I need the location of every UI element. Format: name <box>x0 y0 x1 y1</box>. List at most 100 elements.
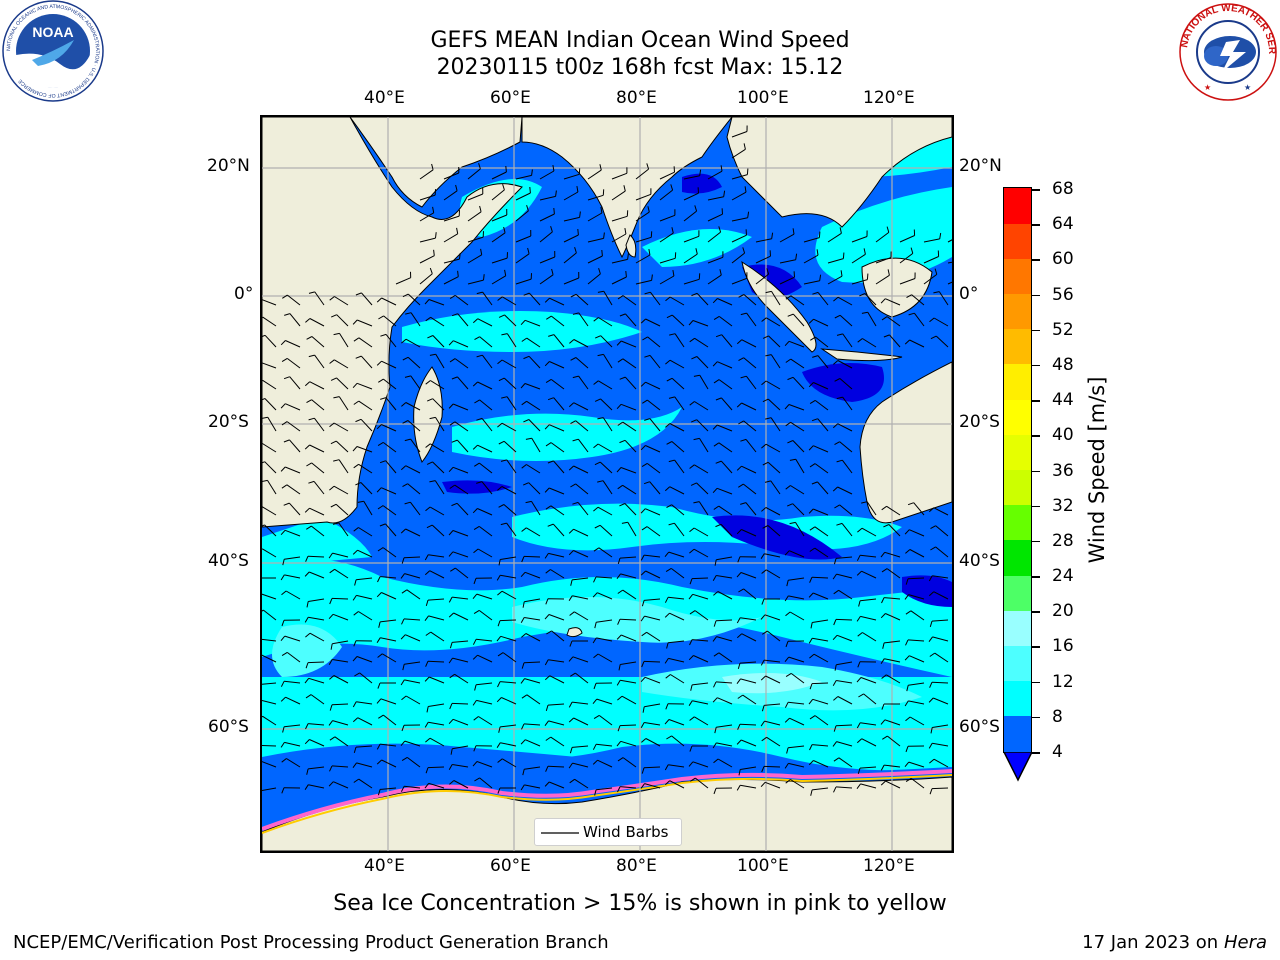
wind-barb-flag <box>603 232 605 239</box>
wind-barb <box>356 577 373 581</box>
legend-label: Wind Barbs <box>583 823 669 841</box>
wind-barb <box>332 720 349 726</box>
wind-barb-flag <box>353 400 359 405</box>
wind-barb <box>481 354 493 369</box>
wind-barb-flag <box>329 359 335 364</box>
wind-barb <box>332 552 349 558</box>
wind-barb <box>478 609 493 621</box>
wind-barb-flag <box>760 781 766 788</box>
wind-barb <box>262 699 277 705</box>
wind-barb-flag <box>329 485 335 491</box>
wind-barb-flag <box>904 761 910 768</box>
wind-barb-flag <box>304 784 309 790</box>
colorbar-tick-label: 40 <box>1052 425 1074 446</box>
colorbar-tick-label: 20 <box>1052 601 1074 622</box>
wind-barb <box>622 484 637 495</box>
wind-barb <box>573 339 589 348</box>
wind-barb-flag <box>352 656 358 662</box>
wind-barb <box>404 740 421 747</box>
wind-barb <box>339 333 349 348</box>
wind-barb-flag <box>858 693 864 698</box>
wind-barb-flag <box>262 609 264 612</box>
wind-barb-flag <box>545 505 552 510</box>
colorbar-tick-label: 4 <box>1052 742 1063 762</box>
wind-barb <box>549 297 565 306</box>
wind-barb-flag <box>666 504 672 509</box>
wind-barb <box>644 598 661 601</box>
wind-barb-flag <box>425 316 431 322</box>
wind-barb <box>741 529 757 537</box>
wind-barb-flag <box>834 314 841 319</box>
wind-barb-flag <box>905 639 909 646</box>
wind-barb <box>599 461 613 474</box>
wind-barb-flag <box>839 227 842 234</box>
wind-barb-flag <box>568 717 574 723</box>
wind-barb <box>357 319 373 327</box>
wind-barb <box>817 418 829 432</box>
wind-barb-flag <box>762 461 769 466</box>
wind-barb <box>331 703 349 706</box>
wind-barb <box>699 438 709 453</box>
wind-barb <box>358 337 373 348</box>
wind-barb-flag <box>738 588 744 593</box>
wind-barb <box>817 481 829 495</box>
wind-barb-flag <box>665 567 672 573</box>
wind-barb <box>451 702 469 705</box>
wind-barb-flag <box>424 570 431 576</box>
wind-barb <box>477 548 493 558</box>
wind-barb <box>842 333 853 348</box>
wind-barb-flag <box>594 789 597 796</box>
wind-barb <box>600 335 613 348</box>
wind-barb <box>313 481 325 495</box>
wind-barb-flag <box>738 357 744 362</box>
wind-barb <box>731 131 748 138</box>
wind-barb-flag <box>505 165 507 173</box>
wind-barb <box>501 486 517 495</box>
wind-barb <box>718 442 733 453</box>
wind-barb <box>358 400 373 411</box>
wind-barb <box>499 619 517 622</box>
wind-barb <box>600 398 613 411</box>
wind-barb-flag <box>880 298 886 304</box>
wind-barb-flag <box>521 633 527 638</box>
wind-barb-flag <box>812 291 819 295</box>
wind-barb <box>467 236 484 243</box>
wind-barb-flag <box>930 525 936 530</box>
wind-barb <box>817 292 829 306</box>
wind-barb <box>481 481 493 495</box>
wind-barb-flag <box>765 290 772 294</box>
wind-barb-flag <box>627 253 629 260</box>
wind-barb-flag <box>376 360 382 366</box>
wind-barb-flag <box>425 737 431 743</box>
wind-barb-flag <box>904 529 910 535</box>
wind-barb-flag <box>474 684 477 691</box>
wind-barb <box>603 291 613 306</box>
wind-barb-flag <box>640 615 645 622</box>
wind-barb-flag <box>400 679 405 686</box>
wind-barb <box>443 215 460 222</box>
wind-barb-flag <box>738 483 744 488</box>
wind-barb <box>788 340 805 348</box>
wind-barb-flag <box>448 466 454 473</box>
wind-barb-flag <box>262 416 268 419</box>
wind-barb-flag <box>304 381 311 387</box>
wind-barb <box>381 360 397 369</box>
wind-barb-flag <box>840 270 843 277</box>
wind-barb <box>622 589 637 600</box>
wind-barb <box>549 424 565 432</box>
wind-barb <box>482 291 493 306</box>
wind-barb-flag <box>907 502 914 506</box>
wind-barb <box>309 318 325 327</box>
wind-barb-flag <box>789 521 796 525</box>
wind-barb <box>405 465 421 474</box>
wind-barb-flag <box>713 379 720 384</box>
colorbar-tick-mark <box>1032 435 1040 437</box>
wind-barb <box>381 297 397 306</box>
wind-barb <box>578 375 589 390</box>
wind-barb-flag <box>880 658 885 664</box>
wind-barb <box>812 619 829 623</box>
wind-barb <box>931 681 949 684</box>
wind-barb <box>262 443 277 453</box>
wind-barb <box>621 695 637 705</box>
wind-barb <box>262 761 277 768</box>
